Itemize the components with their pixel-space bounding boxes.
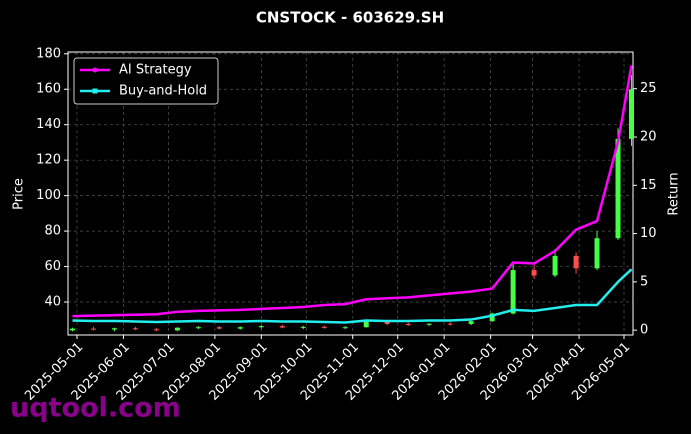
candle-body [321, 326, 327, 328]
legend-label: Buy-and-Hold [119, 84, 207, 99]
candle-body [90, 328, 96, 330]
plot-frame [67, 51, 634, 336]
return-line [72, 268, 633, 324]
y2-tick-label: 10 [640, 226, 657, 241]
candle-body [342, 327, 348, 329]
y2-axis-label: Return [667, 172, 682, 215]
candle-body [363, 321, 369, 328]
y2-tick-label: 0 [640, 323, 648, 338]
candle-body [195, 327, 201, 329]
candle-body [69, 328, 75, 331]
candle-body [629, 89, 635, 139]
candle-body [279, 326, 285, 328]
chart-title: CNSTOCK - 603629.SH [256, 9, 444, 27]
y2-tick-label: 15 [640, 178, 657, 193]
candle-body [237, 327, 243, 329]
y-tick-label: 100 [36, 188, 61, 203]
legend-marker [92, 88, 98, 94]
candle-body [426, 323, 432, 325]
candle-body [552, 255, 558, 276]
y2-tick-label: 20 [640, 129, 657, 144]
candle-body [594, 238, 600, 269]
y-tick-label: 60 [44, 259, 61, 274]
y2-tick-label: 25 [640, 81, 657, 96]
candle-body [615, 138, 621, 239]
candle-body [174, 327, 180, 331]
legend: AI Strategy Buy-and-Hold [73, 57, 219, 105]
y-tick-label: 160 [36, 82, 61, 97]
candle-body [111, 328, 117, 330]
candle-body [510, 270, 516, 314]
candle-body [300, 326, 306, 328]
y2-tick-label: 5 [640, 274, 648, 289]
candle-body [216, 327, 222, 329]
candle-body [468, 321, 474, 325]
y-tick-label: 120 [36, 153, 61, 168]
legend-label: AI Strategy [119, 63, 192, 78]
candle-body [573, 255, 579, 269]
y-tick-label: 180 [36, 46, 61, 61]
candle-body [132, 328, 138, 330]
y-tick-label: 140 [36, 117, 61, 132]
watermark: uqtool.com [10, 393, 181, 424]
y-tick-label: 80 [44, 224, 61, 239]
candle-body [531, 270, 537, 276]
y-tick-label: 40 [44, 295, 61, 310]
candle-body [153, 329, 159, 331]
y-axis-label: Price [12, 178, 27, 210]
candle-body [258, 326, 264, 328]
candle-body [447, 323, 453, 325]
candle-body [405, 324, 411, 326]
return-line [72, 65, 633, 318]
legend-marker [92, 67, 98, 73]
candle-body [489, 313, 495, 322]
candle-body [384, 321, 390, 325]
